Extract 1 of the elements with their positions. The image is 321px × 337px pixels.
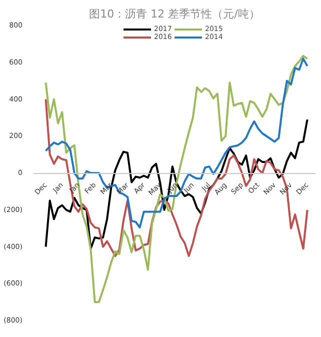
chart-title: 图10：沥青 12 差季节性（元/吨） [89,8,260,20]
